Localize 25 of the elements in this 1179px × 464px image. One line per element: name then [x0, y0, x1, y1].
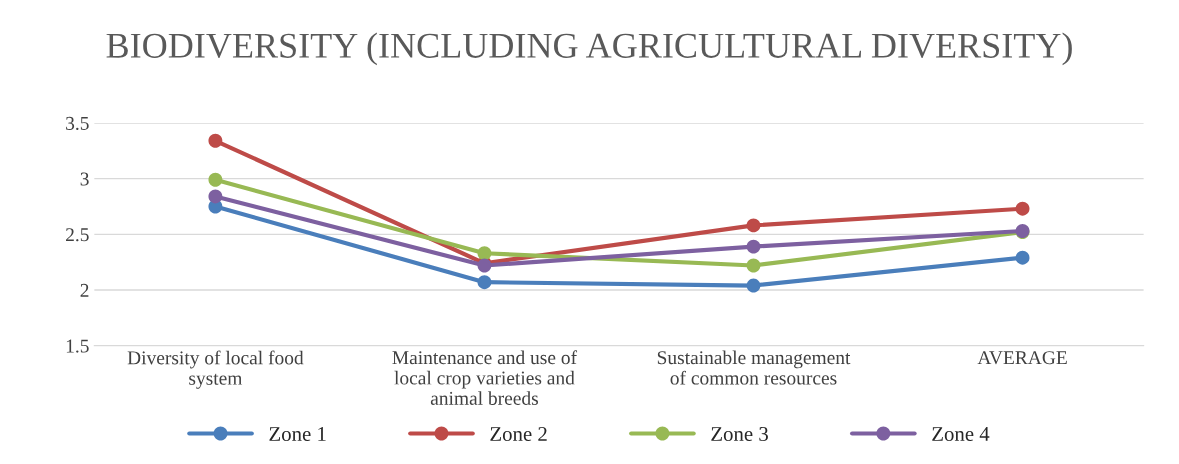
x-tick-label: Maintenance and use of local crop varieties and animal breeds [392, 350, 578, 405]
point [208, 133, 223, 148]
y-tick-label: 2 [80, 283, 89, 297]
legend-label: Zone 4 [932, 427, 990, 442]
chart-title: BIODIVERSITY (INCLUDING AGRICULTURAL DIVERSITY) [106, 32, 1072, 66]
point [208, 189, 223, 204]
x-tick-label: Sustainable management of common resources [657, 350, 851, 385]
point [746, 239, 761, 254]
x-tick-label: AVERAGE [977, 351, 1067, 365]
x-tick-label: Diversity of local food system [127, 350, 304, 389]
y-tick-label: 3.5 [66, 116, 89, 130]
legend-label: Zone 1 [269, 427, 326, 442]
y-tick-label: 3 [80, 172, 89, 186]
point [746, 218, 761, 233]
legend-label: Zone 3 [711, 427, 768, 442]
point [477, 275, 492, 290]
point [746, 278, 761, 293]
y-tick-label: 2.5 [66, 228, 89, 242]
legend-label: Zone 2 [490, 427, 547, 442]
point [1015, 250, 1030, 265]
point [1015, 201, 1030, 216]
point [746, 258, 761, 273]
point [477, 246, 492, 261]
y-tick-label: 1.5 [66, 339, 89, 353]
point [208, 172, 223, 187]
